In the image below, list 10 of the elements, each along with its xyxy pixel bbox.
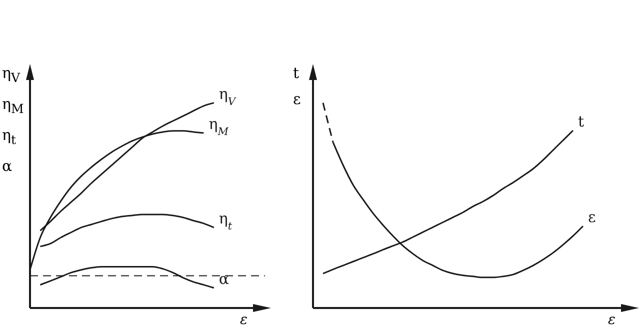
series-label: η$_{t}$ [218,210,233,233]
series-label: η$_{M}$ [208,114,229,138]
series-label: t [578,112,584,131]
series-label: α [218,270,230,288]
series-label: η$_{V}$ [218,84,237,108]
y-axis-title: t ε [293,63,301,110]
series-label: ε [588,208,596,226]
x-axis-title: ε [608,312,616,328]
x-axis-title: ε [240,312,248,328]
y-axis-title: η$_{V}$ η$_{M}$ η$_{t}$ α [2,63,24,177]
